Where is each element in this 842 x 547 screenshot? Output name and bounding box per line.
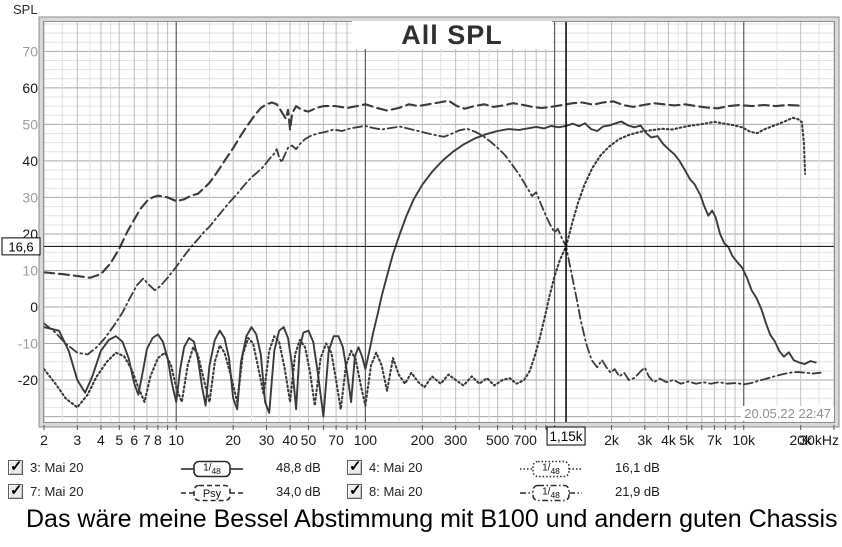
legend-value: 16,1 dB	[615, 460, 660, 475]
x-tick-label: 40	[282, 432, 298, 448]
cursor-level-box	[1, 237, 41, 256]
icon-box	[193, 460, 231, 478]
x-tick-label: 5	[115, 432, 123, 448]
y-tick-label: -10	[18, 336, 38, 352]
curve-8--mai-20	[44, 125, 822, 386]
x-tick-label: 3	[73, 432, 81, 448]
line-style-icon-solid: 1/48	[181, 460, 243, 478]
x-tick-label: 200	[411, 432, 435, 448]
legend-label: 8: Mai 20	[369, 484, 423, 499]
x-tick-label: 3k	[637, 432, 653, 448]
timestamp: 20.05.22 22:47	[741, 406, 834, 421]
response-curves	[44, 99, 822, 418]
legend-value: 48,8 dB	[276, 460, 321, 475]
legend-label: 7: Mai 20	[30, 484, 84, 499]
x-tick-label: 6	[130, 432, 138, 448]
legend-item-8: 8: Mai 20 1/48 21,9 dB	[347, 481, 687, 502]
frame-outer	[38, 16, 840, 428]
caption-text: Das wäre meine Bessel Abstimmung mit B10…	[26, 505, 838, 533]
x-tick-label: 30kHz	[799, 432, 839, 448]
icon-smoothing-label: 1/48	[542, 487, 560, 501]
curve-3--mai-20	[44, 120, 817, 418]
x-tick-label: 70	[328, 432, 344, 448]
legend-label: 4: Mai 20	[369, 460, 423, 475]
x-tick-label: 30	[259, 432, 275, 448]
grid-lines	[43, 22, 835, 422]
curve-7--mai-20	[44, 99, 804, 279]
icon-smoothing-label: 1/48	[203, 463, 221, 477]
legend-value: 34,0 dB	[276, 484, 321, 499]
x-tick-label: 4k	[661, 432, 677, 448]
y-axis-title: SPL	[13, 2, 38, 17]
icon-box	[532, 484, 570, 502]
x-tick-label: 7	[143, 432, 151, 448]
x-tick-label: 500	[486, 432, 510, 448]
legend-checkbox-4[interactable]	[347, 457, 362, 475]
icon-smoothing-label: Psy	[203, 488, 222, 500]
icon-smoothing-label: 1/48	[542, 463, 560, 477]
x-tick-label: 100	[354, 432, 378, 448]
cursor-freq-label: 1,15k	[550, 429, 583, 444]
legend-item-7: 7: Mai 20 Psy 34,0 dB	[8, 481, 348, 502]
x-tick-label: 20	[225, 432, 241, 448]
cursor-freq-box	[546, 426, 586, 446]
chart-title: All SPL	[352, 21, 552, 49]
y-tick-label: 70	[22, 43, 38, 59]
x-tick-label: 2	[40, 432, 48, 448]
x-tick-label: 20k	[789, 432, 813, 448]
y-tick-label: -20	[18, 372, 38, 388]
y-tick-label: 40	[22, 153, 38, 169]
x-tick-label: 700	[514, 432, 538, 448]
legend-item-3: 3: Mai 20 1/48 48,8 dB	[8, 457, 348, 478]
line-style-icon-dashed: Psy	[181, 484, 243, 502]
y-tick-label: 0	[30, 299, 38, 315]
x-tick-label: 8	[154, 432, 162, 448]
icon-box	[532, 460, 570, 478]
x-tick-label: 10	[168, 432, 184, 448]
y-tick-label: 10	[22, 262, 38, 278]
line-style-icon-dashdot: 1/48	[520, 484, 582, 502]
legend-value: 21,9 dB	[615, 484, 660, 499]
legend-checkbox-7[interactable]	[8, 481, 23, 499]
x-tick-label: 2k	[604, 432, 620, 448]
y-tick-label: 60	[22, 80, 38, 96]
x-tick-label: 7k	[707, 432, 723, 448]
y-tick-label: 30	[22, 189, 38, 205]
x-tick-label: 4	[97, 432, 105, 448]
x-tick-label: 300	[444, 432, 468, 448]
legend-checkbox-8[interactable]	[347, 481, 362, 499]
x-tick-label: 50	[301, 432, 317, 448]
frame-band	[39, 17, 839, 427]
plot-frame	[38, 16, 840, 428]
legend-label: 3: Mai 20	[30, 460, 84, 475]
icon-box	[193, 484, 231, 502]
legend-item-4: 4: Mai 20 1/48 16,1 dB	[347, 457, 687, 478]
line-style-icon-dotted: 1/48	[520, 460, 582, 478]
cursor-crosshair	[40, 22, 834, 426]
legend-checkbox-3[interactable]	[8, 457, 23, 475]
y-tick-label: 50	[22, 116, 38, 132]
x-tick-label: 5k	[679, 432, 695, 448]
curve-4--mai-20	[44, 116, 807, 411]
x-tick-label: 10k	[732, 432, 756, 448]
cursor-level-label: 16,6	[8, 239, 33, 254]
